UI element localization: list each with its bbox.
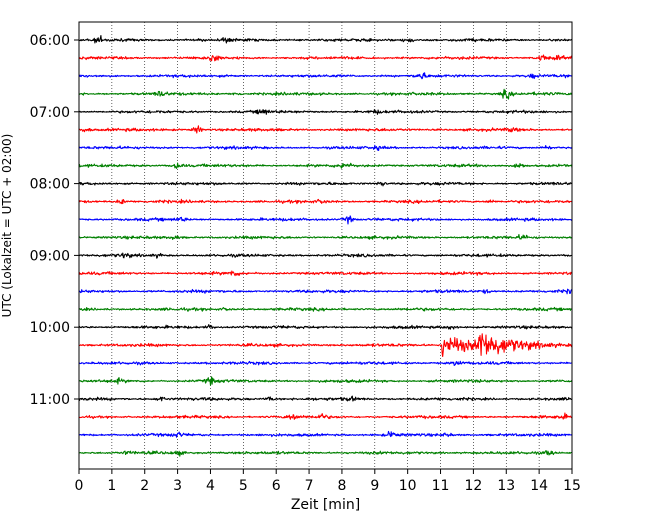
x-axis-ticks: 0 1 2 3 4 5 6 7 8 9 10 11 12 13 14 15: [75, 469, 581, 494]
x-tick-label: 3: [173, 478, 182, 494]
x-tick-label: 4: [206, 478, 215, 494]
x-tick-label: 0: [75, 478, 84, 494]
trace-0730: [78, 144, 573, 152]
vertical-gridlines: [111, 22, 540, 469]
y-tick-label: 10:00: [30, 320, 70, 336]
trace-1015: [78, 333, 573, 358]
trace-1045: [78, 376, 573, 386]
y-tick-label: 08:00: [30, 177, 70, 193]
seismogram-traces: [78, 35, 573, 457]
trace-0830: [78, 215, 573, 225]
y-tick-label: 07:00: [30, 105, 70, 121]
trace-1145: [78, 450, 573, 457]
trace-0945: [78, 306, 573, 312]
y-axis-label: UTC (Lokalzeit = UTC + 02:00): [0, 134, 14, 318]
trace-0800: [78, 181, 573, 187]
x-tick-label: 8: [337, 478, 346, 494]
x-tick-label: 5: [239, 478, 248, 494]
y-tick-label: 09:00: [30, 248, 70, 264]
trace-0815: [78, 198, 573, 205]
x-tick-label: 14: [530, 478, 548, 494]
y-tick-label: 11:00: [30, 392, 70, 408]
trace-0645: [78, 88, 573, 100]
x-tick-label: 11: [432, 478, 450, 494]
trace-0845: [78, 233, 573, 241]
trace-1115: [78, 412, 573, 420]
x-tick-label: 15: [563, 478, 581, 494]
trace-1000: [78, 324, 573, 330]
x-tick-label: 1: [107, 478, 116, 494]
x-axis-label: Zeit [min]: [291, 497, 360, 513]
trace-0630: [78, 72, 573, 80]
trace-1130: [78, 430, 573, 438]
trace-1100: [78, 395, 573, 402]
y-axis-ticks: 06:00 07:00 08:00 09:00 10:00 11:00: [30, 33, 79, 408]
x-tick-label: 13: [497, 478, 515, 494]
trace-1030: [78, 360, 573, 366]
x-tick-label: 10: [399, 478, 417, 494]
trace-0745: [78, 162, 573, 169]
x-tick-label: 9: [370, 478, 379, 494]
trace-0915: [78, 270, 573, 277]
x-tick-label: 2: [140, 478, 149, 494]
x-tick-label: 7: [305, 478, 314, 494]
x-tick-label: 6: [272, 478, 281, 494]
trace-0715: [78, 125, 573, 134]
trace-0700: [78, 109, 573, 115]
x-tick-label: 12: [464, 478, 482, 494]
trace-0615: [78, 54, 573, 62]
trace-0900: [78, 252, 573, 259]
y-tick-label: 06:00: [30, 33, 70, 49]
plot-frame: [78, 21, 573, 470]
trace-0600: [78, 35, 573, 44]
trace-0930: [78, 288, 573, 295]
